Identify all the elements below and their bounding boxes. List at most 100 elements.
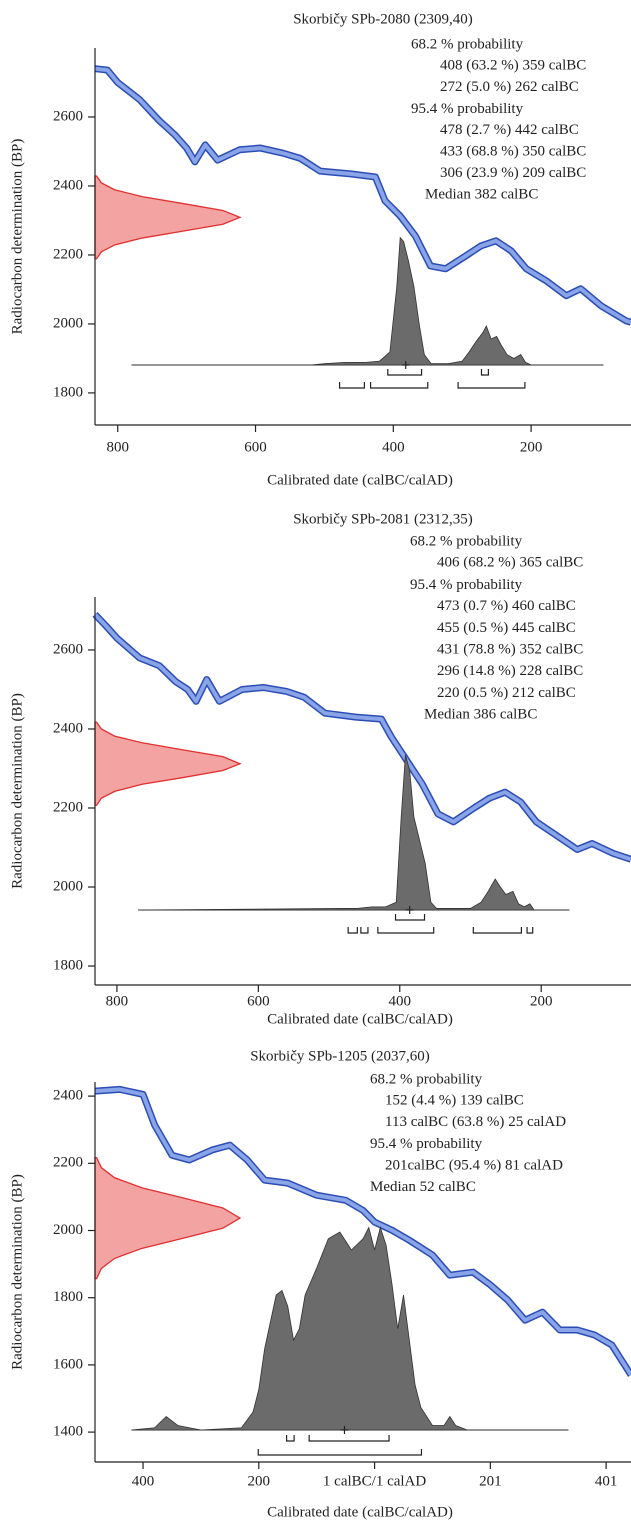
median-unit: calBC [438,1179,476,1195]
range-unit: calAD [527,1115,566,1131]
x-tick-label: 400 [382,439,405,455]
median-marker [401,361,410,369]
median-value: 52 [420,1179,435,1195]
calibration-panel: Skorbičy SPb-2081 (2312,35) Calibrated da… [9,511,631,1027]
range-text: 272 (5.0 %) 262 calBC [440,79,579,95]
range-bracket [377,927,435,934]
range-from: 473 [437,599,460,615]
measurement-distribution [94,1156,242,1280]
calibration-panel: Skorbičy SPb-2080 (2309,40) Calibrated da… [9,11,631,488]
y-axis-label: Radiocarbon determination (BP) [9,693,25,889]
range-bracket [394,914,426,921]
probability-header: 68.2 % probability [370,1071,483,1087]
posterior-distribution [131,236,604,366]
probability-header: 95.4 % probability [370,1136,483,1152]
y-axis-label: Radiocarbon determination (BP) [9,139,25,335]
median-marker [405,906,414,914]
x-axis-label: Calibrated date (calBC/calAD) [267,472,453,488]
range-bracket [526,927,534,934]
x-tick-label: 401 [595,1473,618,1489]
median-unit: calBC [500,707,538,723]
range-text: 433 (68.8 %) 350 calBC [440,144,586,160]
range-probability: (0.5 %) [463,685,508,701]
calibration-curve [94,1087,631,1377]
range-to: 25 [508,1115,523,1131]
chart-title: Skorbičy SPb-1205 (2037,60) [250,1048,430,1064]
range-from: 113 calBC [385,1115,448,1131]
range-text: 408 (63.2 %) 359 calBC [440,58,586,74]
range-to: 365 [520,555,543,571]
y-tick-label: 2200 [53,799,83,815]
range-text: 455 (0.5 %) 445 calBC [437,620,576,636]
range-unit: calBC [541,122,579,138]
range-probability: (4.4 %) [411,1093,456,1109]
range-to: 445 [512,620,535,636]
range-unit: calBC [549,58,587,74]
range-probability: (78.8 %) [463,642,516,658]
range-unit: calBC [549,144,587,160]
probability-header: 68.2 % probability [410,533,523,549]
range-from: 201calBC [385,1158,445,1174]
x-tick-label: 400 [132,1473,155,1489]
calibration-panel: Skorbičy SPb-1205 (2037,60) Calibrated da… [9,1048,631,1520]
x-axis-label: Calibrated date (calBC/calAD) [267,1011,453,1027]
calibration-curve [93,613,631,862]
range-to: 359 [523,58,546,74]
range-probability: (23.9 %) [466,165,519,181]
range-from: 152 [385,1093,408,1109]
y-tick-label: 1800 [53,384,83,400]
median-text: Median 382 calBC [425,187,538,203]
range-probability: (63.8 %) [452,1115,505,1131]
range-from: 220 [437,685,460,701]
median-value: 382 [475,187,498,203]
range-bracket [308,1435,390,1442]
range-from: 455 [437,620,460,636]
y-tick-label: 2000 [53,1222,83,1238]
median-unit: calBC [501,187,539,203]
range-to: 352 [520,642,543,658]
range-text: 113 calBC (63.8 %) 25 calAD [385,1115,566,1131]
x-tick-label: 200 [520,439,543,455]
range-unit: calBC [486,1093,524,1109]
range-probability: (95.4 %) [449,1158,502,1174]
range-unit: calAD [524,1158,563,1174]
range-probability: (5.0 %) [466,79,511,95]
x-tick-label: 201 [479,1473,502,1489]
x-tick-label: 200 [530,993,553,1009]
range-probability: (14.8 %) [463,664,516,680]
range-text: 220 (0.5 %) 212 calBC [437,685,576,701]
range-from: 431 [437,642,460,658]
range-to: 442 [515,122,538,138]
y-tick-label: 2400 [53,1088,83,1104]
y-axis-label: Radiocarbon determination (BP) [9,1174,25,1370]
range-bracket [387,369,423,376]
range-probability: (68.8 %) [466,144,519,160]
range-text: 473 (0.7 %) 460 calBC [437,599,576,615]
posterior-distribution [138,754,570,911]
range-bracket [360,927,369,934]
range-unit: calBC [549,165,587,181]
range-bracket [480,369,489,376]
probability-header: 95.4 % probability [411,101,524,117]
y-tick-label: 1600 [53,1356,83,1372]
median-text: Median 386 calBC [424,707,537,723]
range-to: 460 [512,599,535,615]
range-to: 81 [505,1158,520,1174]
range-text: 406 (68.2 %) 365 calBC [437,555,583,571]
calibration-curve [94,66,631,325]
y-tick-label: 2200 [53,1155,83,1171]
range-bracket [285,1435,295,1442]
x-axis-label: Calibrated date (calBC/calAD) [267,1504,453,1520]
x-tick-label: 200 [248,1473,271,1489]
x-tick-label: 600 [247,993,270,1009]
range-bracket [338,382,365,389]
range-probability: (2.7 %) [466,122,511,138]
range-unit: calBC [541,79,579,95]
chart-title: Skorbičy SPb-2080 (2309,40) [293,11,473,27]
range-from: 306 [440,165,463,181]
range-to: 228 [520,664,543,680]
y-tick-label: 2400 [53,720,83,736]
range-text: 306 (23.9 %) 209 calBC [440,165,586,181]
range-from: 433 [440,144,463,160]
